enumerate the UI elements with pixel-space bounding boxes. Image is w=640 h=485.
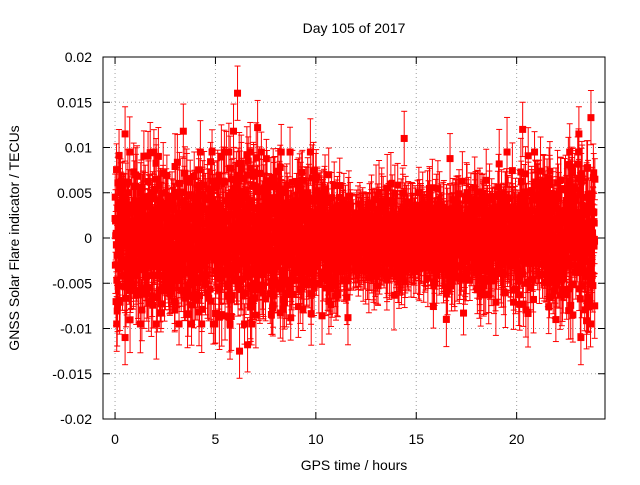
data-point (164, 193, 171, 200)
data-point (176, 320, 183, 327)
data-point (247, 149, 254, 156)
data-point (127, 316, 134, 323)
data-layer (112, 66, 599, 378)
data-point (248, 320, 255, 327)
data-point (197, 149, 204, 156)
data-point (144, 284, 151, 291)
data-point (298, 169, 305, 176)
data-point (227, 320, 234, 327)
data-point (221, 179, 228, 186)
data-point (229, 292, 236, 299)
data-point (278, 149, 285, 156)
data-point (263, 155, 270, 162)
data-point (277, 164, 284, 171)
data-point (225, 149, 232, 156)
data-point (211, 320, 218, 327)
data-point (251, 295, 258, 302)
data-point (124, 179, 131, 186)
data-point (227, 165, 234, 172)
data-point (158, 300, 165, 307)
data-point (313, 173, 320, 180)
data-point (198, 306, 205, 313)
data-point (149, 302, 156, 309)
data-point (163, 172, 170, 179)
data-point (299, 306, 306, 313)
data-point (307, 149, 314, 156)
data-point (247, 303, 254, 310)
data-point (126, 149, 133, 156)
data-point (238, 160, 245, 167)
data-point (137, 320, 144, 327)
data-point (207, 286, 214, 293)
data-point (123, 295, 130, 302)
